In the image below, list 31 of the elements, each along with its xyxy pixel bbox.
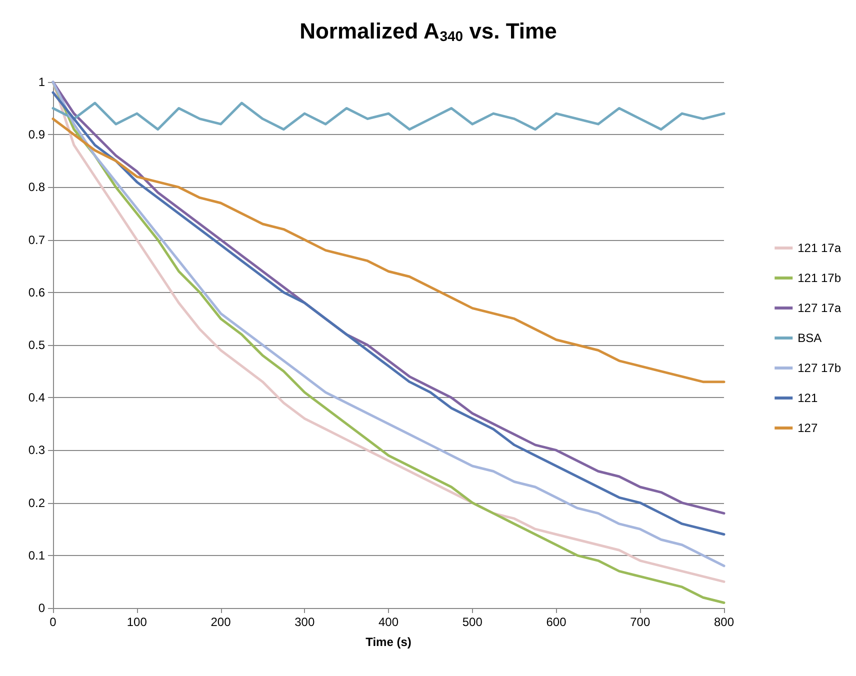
legend-label: 121 17a xyxy=(798,241,842,255)
x-tick-label: 0 xyxy=(50,615,57,629)
y-tick-label: 0.7 xyxy=(28,232,46,247)
y-tick-label: 0.6 xyxy=(28,285,46,300)
x-tick-label: 500 xyxy=(462,615,483,629)
line-series xyxy=(52,118,726,384)
y-tick-label: 0 xyxy=(38,601,46,615)
y-tick-label: 0.4 xyxy=(28,390,46,405)
x-tick-label: 600 xyxy=(546,615,567,629)
y-tick-label: 0.2 xyxy=(28,496,46,510)
x-tick-label: 700 xyxy=(630,615,650,629)
line-series xyxy=(52,102,726,131)
y-tick-label: 0.1 xyxy=(28,548,46,562)
y-tick-label: 0.3 xyxy=(28,443,46,458)
x-tick-label: 200 xyxy=(210,615,232,629)
legend-label: 121 xyxy=(798,391,818,405)
y-tick-label: 0.5 xyxy=(28,338,46,352)
y-tick-label: 1 xyxy=(38,75,46,89)
x-tick-label: 800 xyxy=(714,615,734,629)
x-tick-label: 300 xyxy=(294,615,315,629)
legend-label: 127 xyxy=(798,421,818,435)
legend-label: 127 17b xyxy=(798,361,842,375)
chart-title: Normalized A340 vs. Time xyxy=(300,18,557,44)
legend-label: 121 17b xyxy=(798,271,842,285)
y-tick-label: 0.9 xyxy=(28,128,46,142)
x-tick-label: 400 xyxy=(378,615,399,629)
legend-label: 127 17a xyxy=(798,301,842,315)
x-tick-label: 100 xyxy=(126,615,148,629)
legend-label: BSA xyxy=(798,331,822,345)
y-tick-label: 0.8 xyxy=(28,180,46,194)
x-axis-title: Time (s) xyxy=(366,635,412,649)
